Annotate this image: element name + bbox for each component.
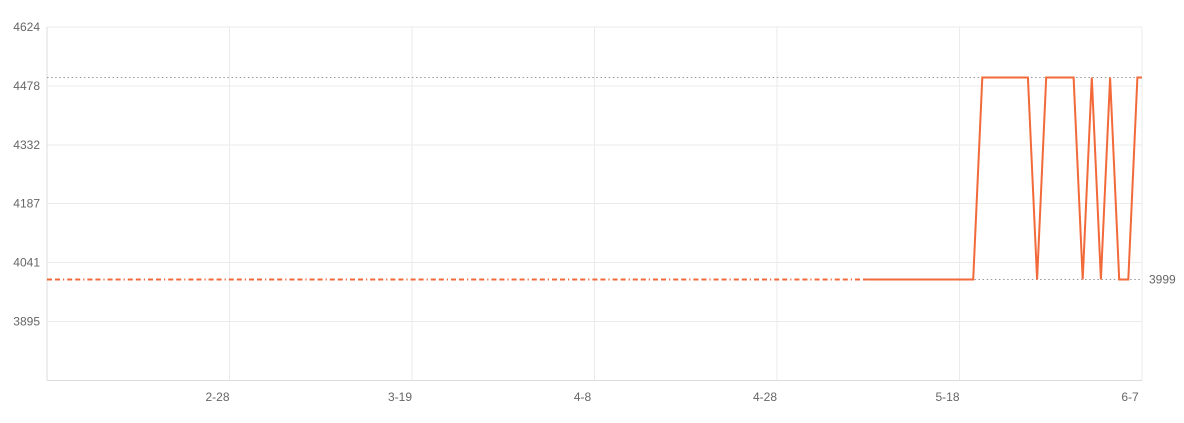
y-axis-label: 4187: [13, 197, 40, 211]
min-price-label: 3999: [1149, 273, 1176, 287]
x-axis-label: 6-7: [1121, 390, 1139, 404]
y-axis-label: 4041: [13, 256, 40, 270]
x-axis-label: 3-19: [388, 390, 412, 404]
y-axis-label: 4624: [13, 20, 40, 34]
price-history-actual: [868, 76, 1142, 281]
y-axis-label: 4332: [13, 138, 40, 152]
x-axis-label: 4-28: [753, 390, 777, 404]
x-axis-label: 5-18: [935, 390, 959, 404]
y-axis-label: 4478: [13, 79, 40, 93]
x-axis-label: 4-8: [574, 390, 592, 404]
y-axis-label: 3895: [13, 315, 40, 329]
x-axis-label: 2-28: [205, 390, 229, 404]
